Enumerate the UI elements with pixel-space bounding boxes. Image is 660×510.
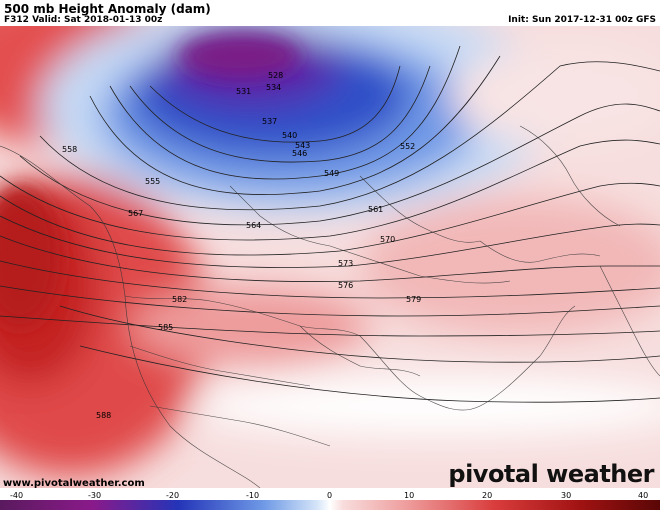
contour-labels: 528 531 534 537 540 543 546 549 552 555 … — [62, 71, 421, 420]
colorbar-tick: -30 — [88, 491, 101, 500]
coastline — [124, 295, 421, 397]
border — [599, 265, 660, 377]
border — [359, 175, 481, 243]
contour-line — [0, 215, 660, 268]
contour-label: 528 — [268, 71, 283, 80]
contour-label: 576 — [338, 281, 353, 290]
anomaly-map: 528 531 534 537 540 543 546 549 552 555 … — [0, 26, 660, 488]
contour-label: 537 — [262, 117, 277, 126]
contour-label: 561 — [368, 205, 383, 214]
contour-label: 555 — [145, 177, 160, 186]
colorbar-tick: 0 — [327, 491, 332, 500]
colorbar-tick: 30 — [561, 491, 571, 500]
contour-label: 573 — [338, 259, 353, 268]
contour-label: 588 — [96, 411, 111, 420]
border — [229, 185, 331, 247]
colorbar-tick: -40 — [10, 491, 23, 500]
site-url: www.pivotalweather.com — [3, 478, 145, 489]
contour-line — [0, 139, 660, 241]
border — [129, 345, 311, 387]
colorbar-tick: 10 — [404, 491, 414, 500]
border — [149, 405, 331, 447]
contour-line — [0, 315, 660, 337]
height-contours — [0, 45, 660, 403]
border — [519, 125, 621, 227]
coastline — [299, 325, 421, 377]
colorbar: -40 -30 -20 -10 0 10 20 30 40 — [0, 491, 660, 510]
contour-label: 543 — [295, 141, 310, 150]
contour-line — [149, 65, 401, 143]
colorbar-tick: -20 — [166, 491, 179, 500]
contour-label: 534 — [266, 83, 281, 92]
contour-label: 579 — [406, 295, 421, 304]
contour-line — [79, 345, 660, 403]
contour-line — [0, 182, 660, 256]
contour-label: 570 — [380, 235, 395, 244]
contour-label: 567 — [128, 209, 143, 218]
contour-line — [109, 45, 461, 180]
contour-line — [19, 103, 660, 226]
border — [329, 245, 511, 284]
border — [479, 240, 601, 263]
map-title: 500 mb Height Anomaly (dam) — [4, 2, 211, 16]
contour-label: 585 — [158, 323, 173, 332]
contour-line — [129, 65, 431, 163]
contour-label: 531 — [236, 87, 251, 96]
colorbar-tick: 40 — [638, 491, 648, 500]
contour-label: 558 — [62, 145, 77, 154]
contour-label: 549 — [324, 169, 339, 178]
colorbar-tick: 20 — [482, 491, 492, 500]
anomaly-core — [0, 34, 300, 326]
colorbar-gradient — [0, 500, 660, 510]
colorbar-tick: -10 — [246, 491, 259, 500]
init-time-label: Init: Sun 2017-12-31 00z GFS — [508, 15, 656, 25]
contour-label: 540 — [282, 131, 297, 140]
contour-line — [0, 235, 660, 282]
contour-line — [39, 61, 660, 211]
contour-line — [0, 260, 660, 299]
contour-label: 564 — [246, 221, 261, 230]
brand-logo: pivotal weather — [448, 460, 654, 488]
coastline — [419, 305, 576, 411]
coastlines — [0, 125, 660, 488]
contour-label: 552 — [400, 142, 415, 151]
colorbar-ticks: -40 -30 -20 -10 0 10 20 30 40 — [10, 491, 648, 500]
contour-line — [89, 55, 501, 195]
contour-line — [59, 305, 660, 363]
valid-time-label: F312 Valid: Sat 2018-01-13 00z — [4, 15, 163, 25]
contour-label: 582 — [172, 295, 187, 304]
contour-line — [0, 285, 660, 317]
contour-label: 546 — [292, 149, 307, 158]
